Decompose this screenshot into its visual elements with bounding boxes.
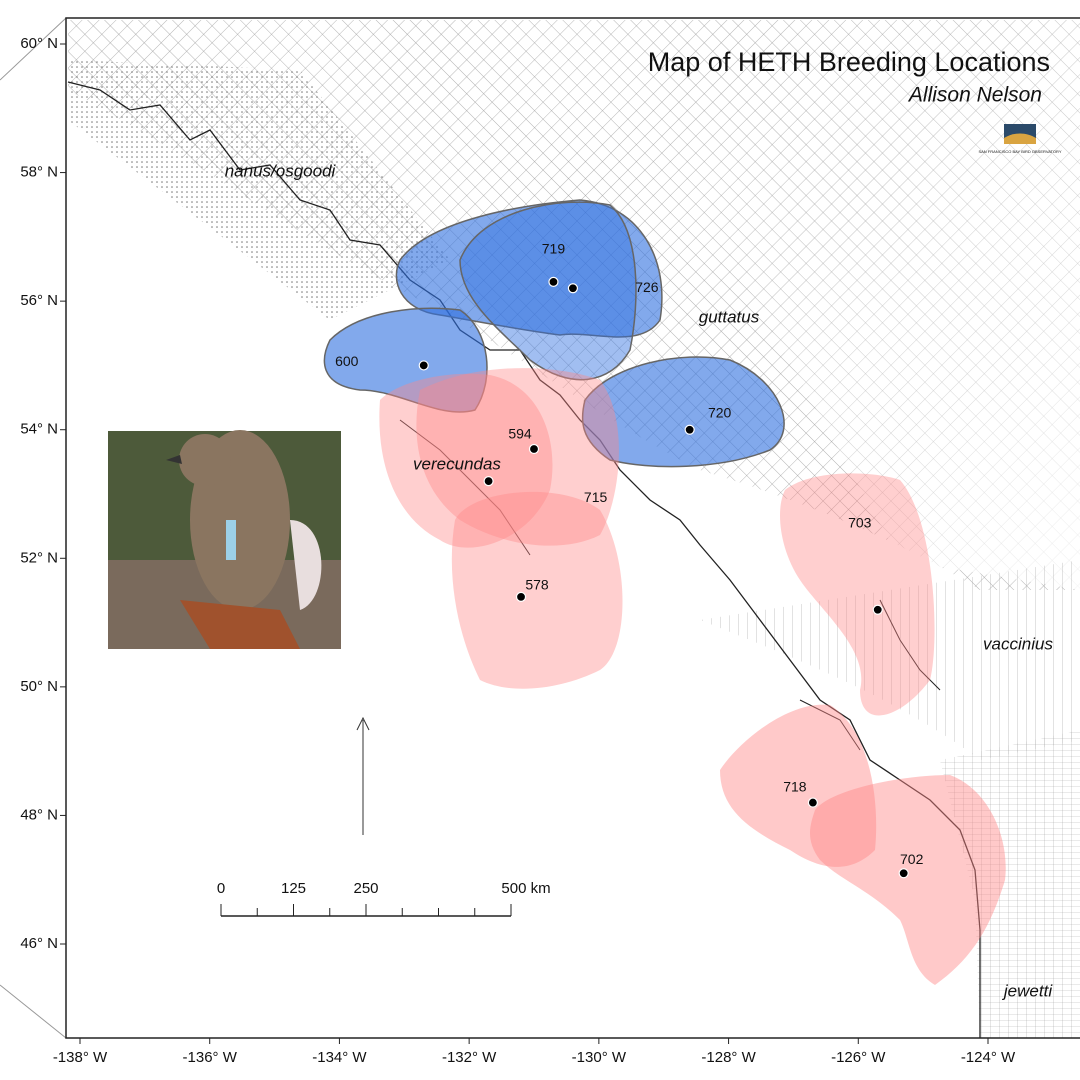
territory-point: [515, 591, 527, 602]
lon-tick-label: -130° W: [572, 1049, 627, 1066]
territory-point: [898, 868, 909, 879]
territory-point: [418, 360, 429, 371]
territory-label: 726: [635, 279, 659, 295]
frame-edge: [0, 17, 67, 1039]
home-range: [416, 368, 619, 546]
home-range: [451, 491, 623, 689]
lat-tick-label: 58° N: [20, 164, 58, 181]
territory-point: [483, 476, 494, 487]
range-fade: [600, 20, 1080, 590]
photo-bird-head: [179, 434, 231, 486]
subspecies-label: nanus/osgoodi: [225, 161, 337, 180]
title: Map of HETH Breeding Locations: [648, 47, 1050, 77]
territory-labels: 719 726 600 720 594 715 578 703 718 702: [335, 241, 924, 879]
territories: [323, 199, 1006, 985]
photo-bird-beak: [166, 455, 182, 464]
home-range: [323, 307, 488, 413]
range-dots: [68, 60, 450, 320]
lon-tick-label: -124° W: [961, 1049, 1016, 1066]
scale-label: 125: [281, 880, 306, 897]
lat-tick-label: 60° N: [20, 35, 58, 52]
territory-label: 715: [584, 489, 608, 505]
lon-tick-label: -138° W: [53, 1049, 108, 1066]
photo: [108, 430, 341, 649]
photo-hand: [290, 520, 322, 610]
lat-tick-label: 46° N: [20, 935, 58, 952]
territory-label: 594: [508, 426, 532, 442]
lon-tick-label: -136° W: [183, 1049, 238, 1066]
subspecies-labels: nanus/osgoodi guttatus verecundas vaccin…: [225, 161, 1054, 1000]
north-arrow: [356, 716, 370, 835]
territory-label: 600: [335, 353, 359, 369]
islands: [399, 419, 941, 751]
territory-label: 720: [708, 404, 732, 420]
lat-tick-label: 56° N: [20, 292, 58, 309]
territory-point: [684, 424, 695, 435]
lat-tick-label: 54° N: [20, 421, 58, 438]
lat-tick-label: 48° N: [20, 806, 58, 823]
territory-label: 719: [542, 241, 566, 257]
range-horizontal: [940, 730, 1080, 1038]
lat-tick-label: 52° N: [20, 549, 58, 566]
photo-bird-tail: [180, 600, 300, 649]
author: Allison Nelson: [907, 84, 1042, 107]
logo-hill: [1004, 133, 1036, 144]
territory-point: [872, 604, 883, 615]
logo-text: SAN FRANCISCO BAY BIRD OBSERVATORY: [978, 149, 1061, 154]
scale-bar: 0 125 250 500 km: [217, 880, 551, 917]
scale-label: 500 km: [501, 880, 550, 897]
territory-label: 578: [525, 577, 549, 593]
lon-tick-label: -126° W: [831, 1049, 886, 1066]
scale-label: 0: [217, 880, 225, 897]
territory-point: [528, 443, 540, 455]
photo-tag: [226, 520, 236, 560]
coastline: [67, 81, 981, 1038]
subspecies-label: vaccinius: [983, 634, 1053, 653]
home-range: [780, 473, 935, 716]
home-range: [720, 704, 877, 867]
territory-label: 702: [900, 851, 924, 867]
territory-point: [548, 276, 559, 287]
territory-point: [807, 797, 818, 808]
lat-tick-label: 50° N: [20, 678, 58, 695]
territory-label: 718: [783, 778, 807, 794]
lon-tick-label: -134° W: [312, 1049, 367, 1066]
home-range: [459, 201, 637, 381]
home-range: [581, 356, 785, 468]
subspecies-label: guttatus: [699, 307, 760, 326]
territory-point: [567, 283, 579, 294]
lon-tick-label: -128° W: [701, 1049, 756, 1066]
territory-label: 703: [848, 514, 872, 530]
subspecies-label: verecundas: [413, 454, 501, 473]
scale-label: 250: [353, 880, 378, 897]
lon-tick-label: -132° W: [442, 1049, 497, 1066]
home-range: [379, 373, 553, 548]
home-range: [810, 775, 1006, 985]
map-frame: [65, 17, 1080, 1039]
logo: SAN FRANCISCO BAY BIRD OBSERVATORY: [978, 124, 1062, 154]
subspecies-label: jewetti: [1002, 981, 1053, 1000]
range-vertical: [700, 560, 1080, 760]
